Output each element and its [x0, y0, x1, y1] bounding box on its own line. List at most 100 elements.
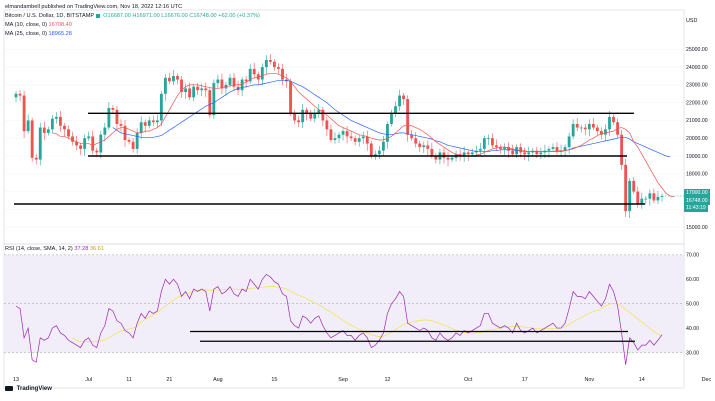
rsi-label: RSI (14, close, SMA, 14, 2)	[5, 246, 73, 252]
candle-body	[648, 193, 652, 199]
candle-body	[450, 157, 454, 160]
price-pane[interactable]: 15000.0016000.0017000.0018000.0019000.00…	[4, 47, 708, 231]
candle-body	[341, 131, 345, 135]
candle-body	[123, 125, 127, 140]
candle-body	[503, 147, 506, 149]
candle-body	[422, 145, 426, 148]
candle-body	[636, 191, 640, 204]
candle-body	[293, 113, 297, 121]
candle-body	[394, 106, 397, 114]
candle-body	[414, 138, 418, 144]
candle-body	[91, 136, 95, 151]
candle-body	[30, 120, 34, 158]
candle-body	[248, 68, 252, 82]
candle-body	[644, 198, 648, 200]
rsi-tick-label: 70.00	[686, 253, 699, 259]
candle-body	[59, 116, 62, 126]
candle-body	[446, 157, 450, 160]
candle-body	[555, 147, 559, 151]
candle-body	[349, 136, 353, 139]
candle-body	[579, 127, 583, 129]
ma-slow-value: 18965.28	[48, 31, 72, 37]
candle-body	[325, 120, 329, 130]
candle-body	[50, 118, 54, 130]
rsi-pane[interactable]: 30.00 40.00 50.00 60.00 70.00	[4, 253, 699, 365]
candle-body	[240, 79, 244, 91]
time-tick-label: Aug	[213, 377, 223, 383]
price-tick-label: 24000.00	[686, 65, 708, 71]
time-tick-label: Nov	[585, 377, 595, 383]
symbol-legend[interactable]: Bitcoin / U.S. Dollar, 1D, BITSTAMP O166…	[5, 13, 260, 20]
candle-body	[466, 152, 470, 155]
candle-body	[628, 180, 632, 212]
candle-body	[14, 93, 18, 98]
live-dot-icon	[95, 13, 100, 18]
time-tick-label: Jul	[85, 377, 92, 383]
candle-body	[595, 127, 599, 132]
candle-body	[95, 150, 99, 153]
candle-body	[107, 108, 111, 128]
candle-body	[159, 93, 163, 121]
candle-body	[289, 81, 292, 114]
candle-body	[353, 138, 357, 142]
candle-body	[79, 145, 83, 149]
ma-slow-label: MA (25, close, 0)	[5, 31, 47, 37]
ma-fast-value: 16708.40	[48, 22, 72, 28]
candle-body	[620, 134, 624, 165]
ma-slow-legend[interactable]: MA (25, close, 0) 18965.28	[5, 31, 72, 38]
candle-body	[135, 132, 139, 149]
candle-body	[277, 67, 280, 69]
candle-body	[264, 60, 268, 68]
rsi-line	[15, 273, 663, 365]
last-price-tag: 16748.00	[684, 197, 710, 205]
candle-body	[220, 79, 224, 89]
candle-body	[321, 109, 325, 121]
tradingview-logo[interactable]: TradingView	[5, 386, 52, 392]
candle-body	[402, 95, 406, 100]
candle-body	[87, 136, 91, 139]
candle-body	[523, 152, 527, 155]
ma-fast-label: MA (10, close, 0)	[5, 22, 47, 28]
candle-body	[430, 148, 434, 156]
candle-body	[491, 138, 494, 146]
candle-body	[551, 147, 555, 149]
rsi-tick-label: 50.00	[686, 301, 699, 307]
candle-body	[583, 127, 587, 130]
candle-body	[260, 67, 264, 80]
time-tick-label: 12	[384, 377, 390, 383]
candle-body	[184, 88, 187, 92]
candle-body	[652, 193, 656, 201]
candle-body	[499, 147, 502, 149]
candle-body	[567, 136, 571, 148]
candle-body	[317, 109, 321, 114]
ma-price-tag: 17000.00	[684, 189, 710, 197]
candle-body	[535, 150, 539, 155]
candle-body	[482, 138, 486, 149]
candle-body	[486, 138, 490, 140]
candle-body	[168, 77, 171, 82]
candle-body	[147, 120, 151, 126]
candle-body	[563, 147, 567, 151]
candle-body	[119, 124, 123, 126]
candle-body	[188, 88, 192, 98]
rsi-legend[interactable]: RSI (14, close, SMA, 14, 2) 37.28 36.61	[5, 246, 104, 253]
candle-body	[426, 145, 430, 149]
candle-body	[410, 134, 414, 139]
candle-body	[478, 148, 482, 151]
candle-body	[163, 77, 167, 94]
candle-body	[63, 125, 66, 130]
price-tick-label: 21000.00	[686, 118, 708, 124]
candle-body	[42, 127, 46, 133]
candle-body	[297, 120, 301, 123]
candle-body	[309, 113, 313, 119]
candle-body	[357, 138, 361, 142]
candle-body	[390, 113, 393, 124]
ma-fast-legend[interactable]: MA (10, close, 0) 16708.40	[5, 22, 72, 29]
candle-body	[244, 79, 248, 82]
time-axis[interactable]: 13 Jul 11 21 Aug 15 Sep 12 Oct 17 Nov 14 Dec	[13, 377, 711, 383]
candle-body	[373, 154, 377, 156]
candle-body	[519, 147, 523, 153]
candle-body	[386, 124, 389, 142]
candle-body	[559, 150, 563, 152]
price-tick-label: 15000.00	[686, 225, 708, 231]
